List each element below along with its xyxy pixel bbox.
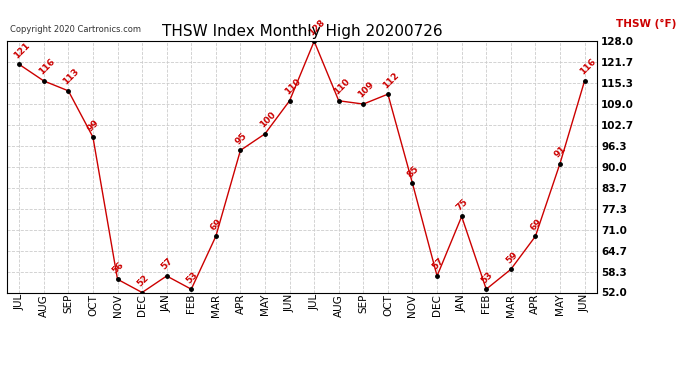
Text: 113: 113 — [61, 67, 81, 87]
Text: Copyright 2020 Cartronics.com: Copyright 2020 Cartronics.com — [10, 25, 141, 34]
Text: 53: 53 — [184, 270, 199, 285]
Text: 109: 109 — [356, 80, 376, 100]
Text: 128: 128 — [307, 18, 327, 37]
Text: 52: 52 — [135, 273, 150, 288]
Text: 59: 59 — [504, 250, 519, 265]
Text: 110: 110 — [332, 77, 351, 97]
Text: THSW (°F): THSW (°F) — [616, 19, 676, 29]
Text: 91: 91 — [553, 144, 569, 159]
Text: 100: 100 — [258, 110, 277, 130]
Text: 95: 95 — [233, 131, 249, 146]
Text: 57: 57 — [430, 256, 446, 272]
Text: 121: 121 — [12, 40, 32, 60]
Title: THSW Index Monthly High 20200726: THSW Index Monthly High 20200726 — [161, 24, 442, 39]
Text: 99: 99 — [86, 118, 101, 133]
Text: 85: 85 — [406, 164, 421, 179]
Text: 116: 116 — [578, 57, 598, 77]
Text: 69: 69 — [209, 217, 224, 232]
Text: 57: 57 — [159, 256, 175, 272]
Text: 69: 69 — [529, 217, 544, 232]
Text: 116: 116 — [37, 57, 57, 77]
Text: 53: 53 — [480, 270, 495, 285]
Text: 75: 75 — [455, 197, 470, 212]
Text: 112: 112 — [381, 70, 401, 90]
Text: 110: 110 — [283, 77, 302, 97]
Text: 56: 56 — [110, 260, 126, 275]
